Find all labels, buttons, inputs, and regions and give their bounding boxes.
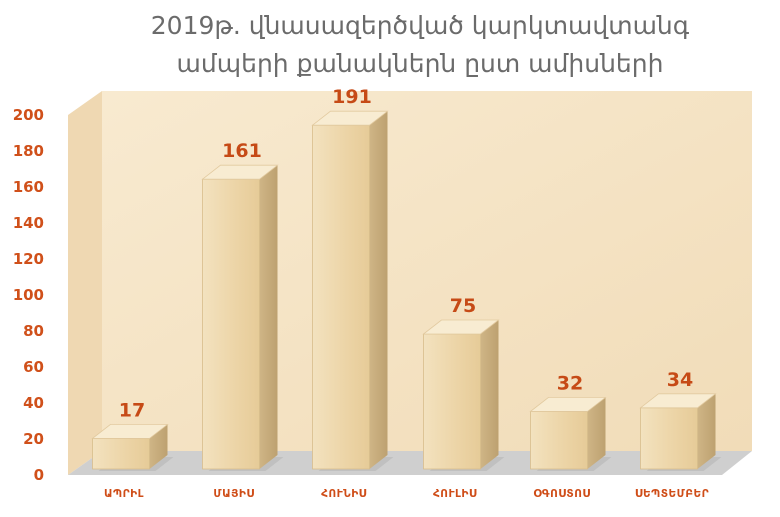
bar-top [91, 423, 169, 439]
bar-front [640, 407, 698, 470]
value-label: 75 [450, 295, 476, 317]
category-label: ՕԳՈՍՏՈՍ [533, 488, 590, 500]
chart-title-line-1: 2019թ. վնասազերծված կարկտավտանգ [151, 11, 690, 40]
bars [91, 110, 722, 471]
y-tick-label: 200 [13, 106, 44, 124]
bar-side [259, 165, 278, 469]
bar-side [480, 320, 499, 469]
bar-top [422, 319, 500, 335]
chart-title-line-2: ամպերի քանակներն ըստ ամիսների [177, 49, 664, 78]
category-label: ՀՈՒԼԻՍ [433, 488, 477, 500]
bar-top [311, 110, 389, 126]
y-tick-label: 140 [13, 214, 44, 232]
y-tick-label: 120 [13, 250, 44, 268]
y-tick-label: 160 [13, 178, 44, 196]
value-label: 161 [222, 140, 262, 162]
y-tick-label: 40 [23, 394, 44, 412]
bar-front [312, 124, 370, 470]
value-label: 191 [332, 86, 372, 108]
y-tick-label: 20 [23, 430, 44, 448]
bar [201, 164, 284, 471]
value-label: 17 [119, 399, 145, 421]
bar-top [639, 393, 717, 409]
bar-front [530, 410, 588, 470]
bar-side [587, 397, 606, 469]
bar-side [369, 111, 388, 469]
category-label: ՍԵՊՏԵՄԲԵՐ [635, 488, 709, 500]
y-tick-label: 80 [23, 322, 44, 340]
bar-side [149, 424, 168, 469]
y-axis-ticks: 0 20 40 60 80 100 120 140 160 180 200 [13, 106, 44, 484]
bar-side [697, 393, 716, 469]
value-labels: 17 161 191 75 32 34 [119, 86, 693, 421]
bar-top [201, 164, 279, 180]
bar [311, 110, 394, 471]
value-label: 32 [557, 372, 583, 394]
category-label: ՀՈՒՆԻՍ [321, 488, 367, 500]
bar-front [202, 178, 260, 470]
bar-front [92, 437, 150, 470]
bar-front [423, 333, 481, 470]
left-wall [68, 91, 102, 475]
bar [422, 319, 505, 471]
bar [639, 393, 722, 471]
y-tick-label: 60 [23, 358, 44, 376]
bar [91, 423, 174, 471]
category-labels: ԱՊՐԻԼ ՄԱՅԻՍ ՀՈՒՆԻՍ ՀՈՒԼԻՍ ՕԳՈՍՏՈՍ ՍԵՊՏԵՄԲԵՐ [104, 488, 709, 500]
bar [529, 396, 612, 471]
y-tick-label: 0 [34, 466, 44, 484]
bar-top [529, 396, 607, 412]
value-label: 34 [667, 369, 693, 391]
y-tick-label: 180 [13, 142, 44, 160]
category-label: ԱՊՐԻԼ [104, 488, 144, 500]
category-label: ՄԱՅԻՍ [213, 488, 254, 500]
y-tick-label: 100 [13, 286, 44, 304]
